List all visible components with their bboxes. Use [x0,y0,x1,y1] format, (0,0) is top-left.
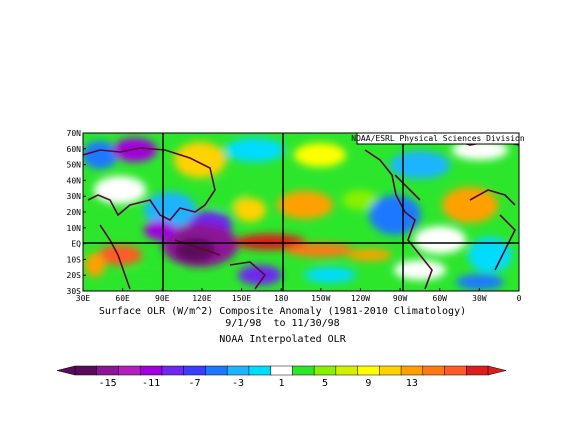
colorbar-swatch [379,365,402,376]
lat-label: 30S [67,287,82,296]
lon-label: 120E [192,294,211,303]
caption-line-1: Surface OLR (W/m^2) Composite Anomaly (1… [98,306,467,317]
colorbar-swatch [292,365,315,376]
lon-label: 120W [351,294,370,303]
colorbar-swatch [118,365,141,376]
lat-label: 30N [67,192,82,201]
colorbar-swatch [139,365,163,376]
lon-label: 30W [472,294,487,303]
colorbar-tick-label: -11 [142,378,160,389]
lon-label: 60E [115,294,130,303]
grid-lines [83,133,519,291]
colorbar-swatch [226,365,250,376]
colorbar-tick-label: 1 [278,378,284,389]
colorbar-tick-label: -15 [99,378,117,389]
lon-label: 150W [311,294,330,303]
colorbar-swatch [205,365,228,376]
lat-label: EQ [71,240,81,249]
lon-label: 90W [393,294,408,303]
colorbar-tick-label: -3 [232,378,244,389]
lat-label: 40N [67,176,82,185]
colorbar-swatch [313,365,337,376]
colorbar-swatch [74,365,98,376]
colorbar-swatch [335,365,359,376]
colorbar-swatch [422,365,446,376]
lon-label: 150E [232,294,251,303]
lat-label: 70N [67,129,82,138]
lat-label: 20S [67,271,82,280]
lon-label: 180 [274,294,289,303]
lon-label: 60W [433,294,448,303]
colorbar-swatch [96,365,120,376]
lon-label: 30E [76,294,91,303]
colorbar [56,365,507,376]
lon-label: 90E [155,294,170,303]
lat-label: 60N [67,145,82,154]
colorbar-swatch [161,365,185,376]
credit-text: NOAA/ESRL Physical Sciences Division [351,134,525,143]
colorbar-swatch [270,365,294,376]
colorbar-swatch [248,365,272,376]
caption-line-2: 9/1/98 to 11/30/98 [225,318,340,329]
colorbar-labels: -15 -11 -7 -3 1 5 9 13 [99,378,418,389]
caption-line-3: NOAA Interpolated OLR [219,334,346,345]
colorbar-tick-label: 9 [365,378,371,389]
colorbar-swatch [183,365,207,376]
latitude-labels: 70N 60N 50N 40N 30N 20N 10N EQ 10S 20S 30S [67,129,86,296]
credit-box [356,132,520,145]
lat-label: 20N [67,208,82,217]
colorbar-tick-label: 13 [406,378,418,389]
lat-label: 10N [67,224,82,233]
lon-label: 0 [517,294,522,303]
colorbar-left-arrow [56,365,76,376]
olr-anomaly-field [83,133,519,291]
colorbar-swatch [400,365,424,376]
colorbar-swatch [466,365,489,376]
colorbar-swatch [444,365,468,376]
colorbar-tick-label: 5 [322,378,328,389]
colorbar-right-arrow [487,365,507,376]
longitude-labels: 30E 60E 90E 120E 150E 180 150W 120W 90W 60W 30W 0 [76,288,522,303]
lat-label: 50N [67,161,82,170]
colorbar-tick-label: -7 [189,378,201,389]
lat-label: 10S [67,255,82,264]
coastlines [83,139,519,290]
colorbar-swatch [357,365,381,376]
